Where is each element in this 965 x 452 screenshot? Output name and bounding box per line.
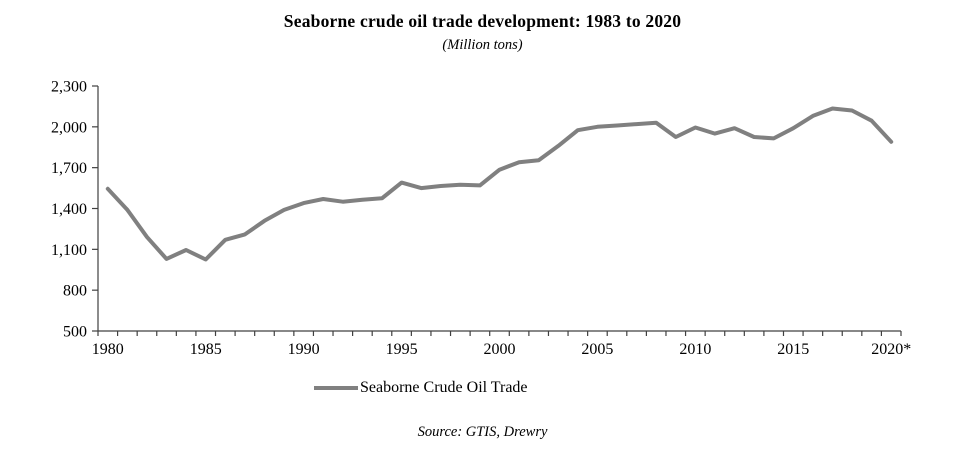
- legend: Seaborne Crude Oil Trade: [314, 379, 528, 397]
- data-line-seaborne-crude-oil-trade: [105, 106, 894, 262]
- x-axis-tick-label: 2000: [484, 341, 516, 358]
- y-axis-tick-label: 800: [63, 283, 87, 300]
- x-axis-tick-label: 2010: [679, 341, 711, 358]
- chart-subtitle: (Million tons): [442, 37, 523, 53]
- x-axis-tick-label: 2020*: [871, 341, 911, 358]
- x-axis-tick-label: 2015: [777, 341, 809, 358]
- y-axis-tick-label: 2,300: [51, 79, 87, 96]
- y-axis-tick-label: 2,000: [51, 119, 87, 136]
- legend-label: Seaborne Crude Oil Trade: [360, 379, 528, 396]
- y-axis-tick-label: 1,400: [51, 201, 87, 218]
- y-axis-tick-label: 1,100: [51, 242, 87, 259]
- legend-line-swatch: [314, 386, 358, 390]
- source-note: Source: GTIS, Drewry: [417, 424, 548, 440]
- y-axis-tick-label: 500: [63, 324, 87, 341]
- x-axis-tick-label: 2005: [581, 341, 613, 358]
- chart-title: Seaborne crude oil trade development: 19…: [283, 11, 682, 31]
- x-axis-tick-label: 1990: [288, 341, 320, 358]
- x-axis-tick-label: 1980: [92, 341, 124, 358]
- y-axis-tick-label: 1,700: [51, 160, 87, 177]
- x-axis-tick-label: 1995: [386, 341, 418, 358]
- x-axis-tick-label: 1985: [190, 341, 222, 358]
